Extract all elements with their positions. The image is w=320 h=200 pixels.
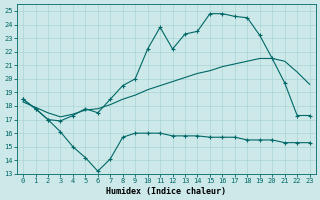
X-axis label: Humidex (Indice chaleur): Humidex (Indice chaleur) <box>106 187 226 196</box>
